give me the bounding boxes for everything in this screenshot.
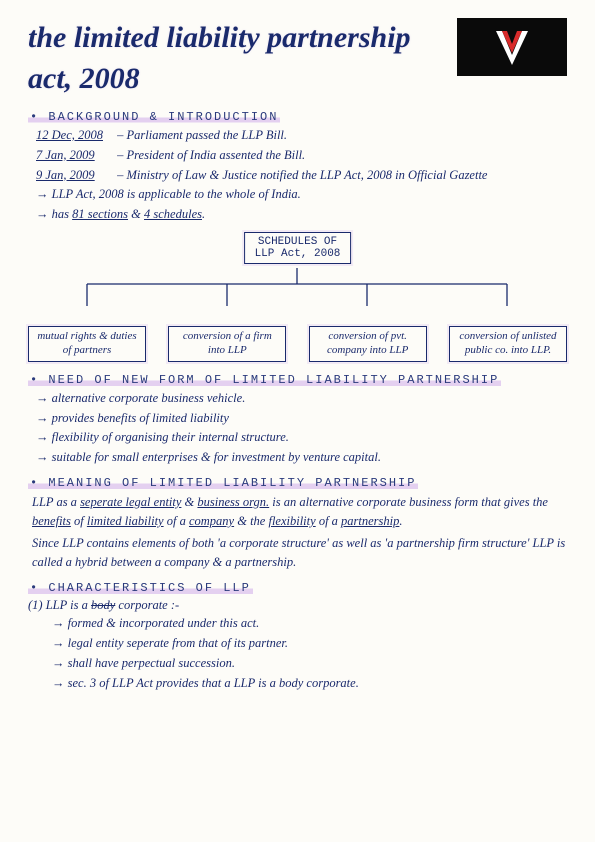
txt: of a [316,514,341,528]
txt: body [91,598,115,612]
chart-root-line2: LLP Act, 2008 [255,248,341,260]
char-item-1: (1) LLP is a body corporate :- [28,598,567,613]
timeline: 12 Dec, 2008 – Parliament passed the LLP… [28,126,567,184]
meaning-para-1: LLP as a seperate legal entity & busines… [32,493,567,532]
timeline-date: 7 Jan, 2009 [36,146,114,165]
chart-leaves: mutual rights & duties of partners conve… [28,326,567,362]
txt: LLP as a [32,495,80,509]
timeline-date: 12 Dec, 2008 [36,126,114,145]
timeline-row: 12 Dec, 2008 – Parliament passed the LLP… [36,126,567,145]
timeline-date: 9 Jan, 2009 [36,166,114,185]
section-background: BACKGROUND & INTRODUCTION 12 Dec, 2008 –… [28,107,567,224]
meaning-para-2: Since LLP contains elements of both 'a c… [32,534,567,573]
timeline-text: Ministry of Law & Justice notified the L… [127,168,488,182]
timeline-text: President of India assented the Bill. [127,148,306,162]
timeline-text: Parliament passed the LLP Bill. [127,128,288,142]
txt: & the [234,514,268,528]
timeline-row: 7 Jan, 2009 – President of India assente… [36,146,567,165]
heading-characteristics: CHARACTERISTICS OF LLP [28,581,253,595]
need-point: suitable for small enterprises & for inv… [36,448,567,467]
need-point: flexibility of organising their internal… [36,428,567,447]
txt: of [71,514,87,528]
chart-leaf: mutual rights & duties of partners [28,326,146,362]
txt: business orgn. [197,495,269,509]
chart-leaf: conversion of pvt. company into LLP [309,326,427,362]
txt: of a [164,514,189,528]
chart-root-box: SCHEDULES OF LLP Act, 2008 [244,232,352,264]
txt: limited liability [87,514,164,528]
section-need: NEED OF NEW FORM OF LIMITED LIABILITY PA… [28,370,567,467]
char-subpoint: legal entity seperate from that of its p… [52,634,567,653]
txt: benefits [32,514,71,528]
char-subpoint: shall have perpectual succession. [52,654,567,673]
txt: is an alternative corporate business for… [269,495,548,509]
note-line: has 81 sections & 4 schedules. [36,205,567,224]
brand-logo [457,18,567,76]
need-point: provides benefits of limited liability [36,409,567,428]
schedules-chart: SCHEDULES OF LLP Act, 2008 mutual rights… [28,232,567,362]
page-title: the limited liability partnership act, 2… [28,18,428,99]
chart-leaf: conversion of a firm into LLP [168,326,286,362]
heading-background: BACKGROUND & INTRODUCTION [28,110,280,124]
txt: company [189,514,234,528]
section-meaning: MEANING OF LIMITED LIABILITY PARTNERSHIP… [28,473,567,573]
v-logo-icon [490,25,534,69]
chart-root-line1: SCHEDULES OF [255,236,341,248]
need-point: alternative corporate business vehicle. [36,389,567,408]
txt: flexibility [268,514,315,528]
txt: . [399,514,402,528]
note-line: LLP Act, 2008 is applicable to the whole… [36,185,567,204]
timeline-row: 9 Jan, 2009 – Ministry of Law & Justice … [36,166,567,185]
txt: corporate :- [115,598,179,612]
txt: (1) LLP is a [28,598,91,612]
txt: partnership [341,514,399,528]
heading-need: NEED OF NEW FORM OF LIMITED LIABILITY PA… [28,373,501,387]
chart-leaf: conversion of unlisted public co. into L… [449,326,567,362]
heading-meaning: MEANING OF LIMITED LIABILITY PARTNERSHIP [28,476,418,490]
char-subpoint: sec. 3 of LLP Act provides that a LLP is… [52,674,567,693]
char-subpoint: formed & incorporated under this act. [52,614,567,633]
txt: & [181,495,197,509]
section-characteristics: CHARACTERISTICS OF LLP (1) LLP is a body… [28,578,567,692]
txt: seperate legal entity [80,495,181,509]
